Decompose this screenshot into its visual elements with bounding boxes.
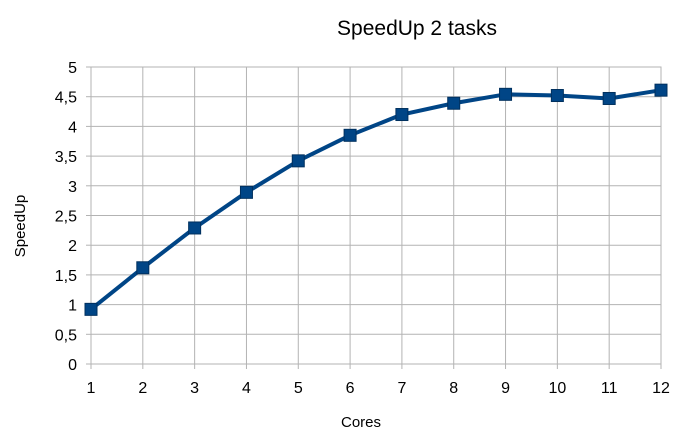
y-tick-label: 4 (68, 119, 77, 136)
data-point-marker (84, 302, 98, 316)
y-axis-label: SpeedUp (12, 195, 29, 258)
x-axis-label: Cores (341, 414, 381, 431)
y-tick-label: 0 (68, 357, 77, 374)
data-point-marker (499, 87, 513, 101)
data-point-marker (188, 221, 202, 235)
x-tick-label: 12 (652, 380, 670, 397)
data-point-marker (550, 89, 564, 103)
y-tick-label: 5 (68, 60, 77, 77)
tick-labels: 00,511,522,533,544,551 2 3 4 5 6 7 8 9 10 11 12 (55, 60, 670, 397)
chart-title: SpeedUp 2 tasks (337, 17, 497, 40)
y-tick-label: 3 (68, 179, 77, 196)
y-tick-label: 1 (68, 298, 77, 315)
data-point-marker (602, 91, 616, 105)
x-tick-label: 10 (548, 380, 566, 397)
x-tick-label: 1 (87, 380, 96, 397)
x-tick-label: 6 (346, 380, 355, 397)
data-point-marker (654, 83, 668, 97)
series-lines (89, 88, 663, 312)
x-tick-label: 5 (294, 380, 303, 397)
data-points (84, 83, 668, 316)
y-tick-label: 1,5 (55, 268, 77, 285)
data-point-marker (239, 185, 253, 199)
axes (86, 66, 662, 369)
data-point-marker (291, 154, 305, 168)
data-point-marker (136, 261, 150, 275)
y-tick-label: 0,5 (55, 327, 77, 344)
data-point-marker (447, 96, 461, 110)
x-tick-label: 7 (397, 380, 406, 397)
series-line (89, 88, 663, 312)
plot-area-frame (90, 66, 662, 365)
gridlines (90, 66, 662, 365)
x-tick-label: 11 (601, 380, 618, 397)
data-point-marker (343, 128, 357, 142)
x-tick-label: 3 (190, 380, 199, 397)
y-tick-label: 3,5 (55, 149, 77, 166)
data-point-marker (395, 108, 409, 122)
x-tick-label: 8 (449, 380, 458, 397)
y-tick-label: 4,5 (55, 90, 77, 107)
x-tick-label: 9 (501, 380, 510, 397)
y-tick-label: 2 (68, 238, 77, 255)
y-tick-label: 2,5 (55, 209, 77, 226)
x-tick-label: 4 (242, 380, 251, 397)
x-tick-label: 2 (138, 380, 147, 397)
